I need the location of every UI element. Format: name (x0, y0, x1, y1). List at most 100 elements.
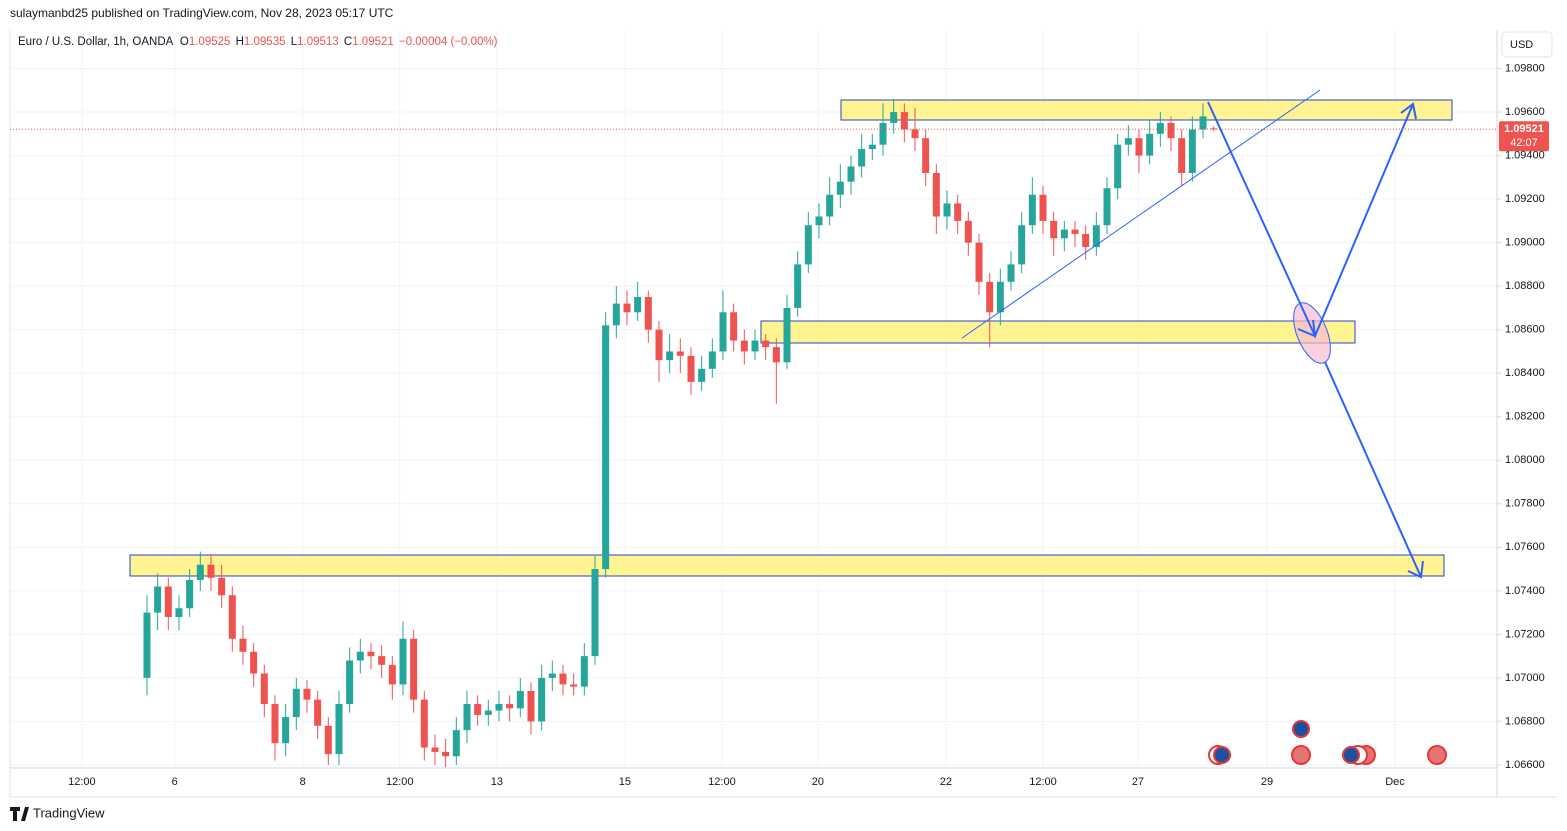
event-icon[interactable] (1292, 720, 1310, 738)
candle-body (644, 297, 652, 330)
field-key: O (180, 36, 189, 48)
candle-body (655, 329, 663, 361)
brand-logo[interactable]: TradingView (10, 805, 105, 821)
candle-body (164, 586, 172, 617)
candle-body (1199, 116, 1207, 130)
candle-body (378, 656, 386, 665)
candle-body (794, 264, 802, 308)
candle-body (452, 730, 460, 757)
candle-body (260, 673, 268, 705)
demand-zone[interactable] (129, 554, 1445, 577)
candle-body (730, 312, 738, 341)
candle-body (1050, 220, 1058, 239)
currency[interactable]: USD (1510, 39, 1533, 51)
candle-body (580, 656, 588, 687)
x-tick-label: 29 (1261, 776, 1273, 788)
y-tick-label: 1.07400 (1505, 585, 1545, 597)
candle-body (1060, 229, 1068, 239)
support-zone[interactable] (760, 320, 1356, 344)
candle-body (314, 699, 322, 726)
candle-body (783, 307, 791, 363)
candle-body (495, 704, 503, 711)
candle-body (922, 138, 930, 173)
candle-body (1146, 133, 1154, 156)
y-tick-label: 1.09200 (1505, 193, 1545, 205)
candle-body (154, 586, 162, 613)
candle-body (964, 220, 972, 243)
candle-body (623, 303, 631, 313)
field-key: C (344, 36, 352, 48)
candle-body (986, 281, 994, 313)
candle-body (186, 579, 194, 609)
field-value: 1.09535 (244, 36, 286, 48)
candle-body (367, 651, 375, 657)
candle-body (463, 704, 471, 731)
field-key: L (291, 36, 298, 48)
currency-button[interactable] (1501, 31, 1553, 58)
x-tick-label: 20 (812, 776, 824, 788)
candle-body (634, 297, 642, 313)
candle-body (431, 747, 439, 752)
candle-body (751, 340, 759, 352)
legend: Euro / U.S. Dollar, 1h, OANDA O1.09525 H… (18, 36, 498, 48)
candle-body (858, 149, 866, 167)
candle-body (1167, 122, 1175, 139)
event-icons[interactable] (1208, 720, 1447, 765)
candle-body (1156, 122, 1164, 134)
candle-body (900, 112, 908, 130)
x-tick-label: 12:00 (386, 776, 414, 788)
candle-body (804, 225, 812, 265)
x-tick-label: 12:00 (68, 776, 96, 788)
change: −0.00004 (−0.00%) (399, 36, 498, 48)
candle-body (847, 166, 855, 182)
candle-body (399, 638, 407, 685)
candle-body (954, 203, 962, 221)
candles (143, 98, 1218, 768)
candle-body (1082, 233, 1090, 247)
candle-body (282, 717, 290, 744)
candle-body (1124, 138, 1132, 145)
candle-body (228, 595, 236, 639)
y-tick-label: 1.08600 (1505, 324, 1545, 336)
event-icon[interactable] (1427, 745, 1447, 765)
resistance-zone[interactable] (840, 99, 1453, 121)
candle-body (911, 129, 919, 139)
event-icon[interactable] (1342, 746, 1360, 764)
event-icon[interactable] (1213, 746, 1231, 764)
candle-body (676, 351, 684, 356)
candle-body (815, 216, 823, 226)
logo-mark (10, 807, 29, 821)
event-icon[interactable] (1291, 745, 1311, 765)
candle-body (1007, 264, 1015, 282)
projection-arrows[interactable] (1207, 101, 1424, 579)
x-tick-label: 22 (940, 776, 952, 788)
candle-body (602, 325, 610, 570)
last-price-box (1499, 121, 1549, 152)
candle-body (1188, 129, 1196, 173)
last-price-label: 1.09521 (1504, 123, 1544, 135)
y-tick-label: 1.06800 (1505, 715, 1545, 727)
arrow-head (1297, 319, 1317, 338)
candle-body (1103, 188, 1111, 226)
candle-body (303, 688, 311, 700)
candle-body (271, 704, 279, 744)
y-tick-label: 1.09000 (1505, 237, 1545, 249)
candle-body (879, 122, 887, 145)
arrow-path (1207, 101, 1414, 339)
trend-line[interactable] (961, 89, 1321, 339)
candle-body (1018, 225, 1026, 265)
y-tick-label: 1.06600 (1505, 759, 1545, 771)
candle-body (324, 725, 332, 755)
candle-body (591, 569, 599, 657)
x-tick-label: 8 (300, 776, 306, 788)
candle-body (666, 351, 674, 361)
candle-body (868, 144, 876, 150)
field-value: 1.09513 (297, 36, 339, 48)
candle-body (719, 312, 727, 352)
candle-body (538, 677, 546, 722)
candle-body (346, 660, 354, 705)
candle-body (410, 638, 418, 700)
candle-body (762, 340, 770, 348)
y-tick-label: 1.07800 (1505, 498, 1545, 510)
